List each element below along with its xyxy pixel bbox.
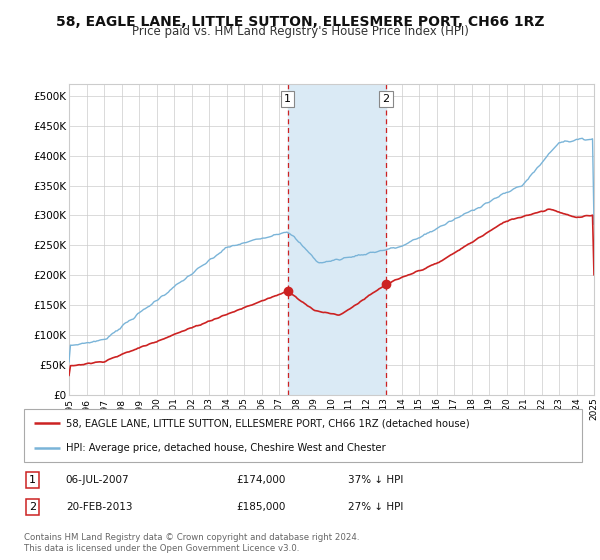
Text: 58, EAGLE LANE, LITTLE SUTTON, ELLESMERE PORT, CH66 1RZ (detached house): 58, EAGLE LANE, LITTLE SUTTON, ELLESMERE… <box>66 418 469 428</box>
Text: 1: 1 <box>29 475 36 484</box>
Text: HPI: Average price, detached house, Cheshire West and Chester: HPI: Average price, detached house, Ches… <box>66 442 386 452</box>
Text: 2: 2 <box>383 94 389 104</box>
Bar <box>288 84 386 395</box>
Text: 27% ↓ HPI: 27% ↓ HPI <box>347 502 403 512</box>
Text: £185,000: £185,000 <box>236 502 286 512</box>
Text: 58, EAGLE LANE, LITTLE SUTTON, ELLESMERE PORT, CH66 1RZ: 58, EAGLE LANE, LITTLE SUTTON, ELLESMERE… <box>56 15 544 29</box>
Text: Contains HM Land Registry data © Crown copyright and database right 2024.
This d: Contains HM Land Registry data © Crown c… <box>24 533 359 553</box>
Text: 1: 1 <box>284 94 291 104</box>
Text: 37% ↓ HPI: 37% ↓ HPI <box>347 475 403 484</box>
Text: 06-JUL-2007: 06-JUL-2007 <box>66 475 130 484</box>
Text: Price paid vs. HM Land Registry's House Price Index (HPI): Price paid vs. HM Land Registry's House … <box>131 25 469 38</box>
FancyBboxPatch shape <box>24 409 582 462</box>
Text: 2: 2 <box>29 502 36 512</box>
Text: 20-FEB-2013: 20-FEB-2013 <box>66 502 133 512</box>
Text: £174,000: £174,000 <box>236 475 286 484</box>
